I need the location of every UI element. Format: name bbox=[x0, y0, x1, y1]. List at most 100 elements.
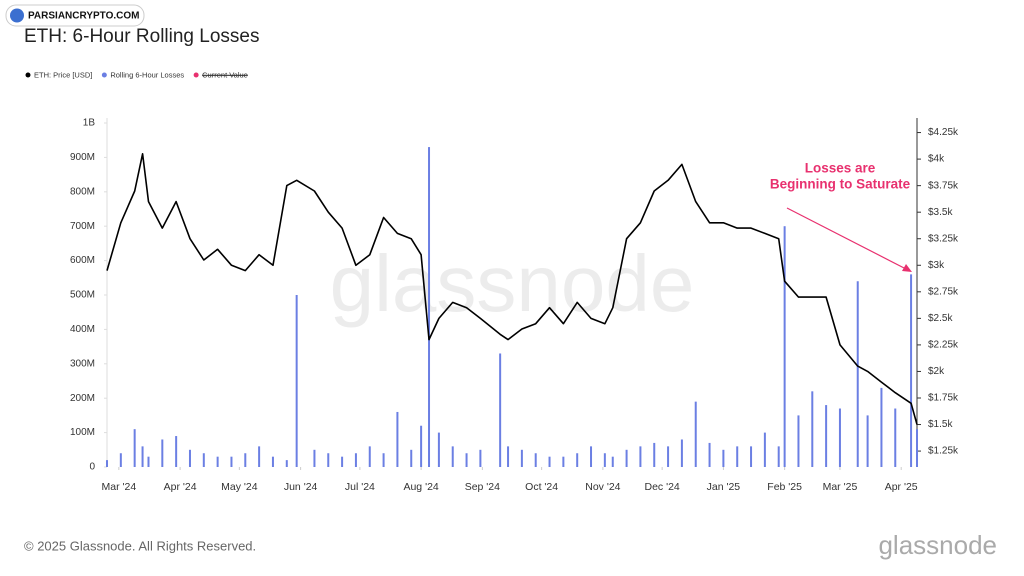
loss-bar bbox=[708, 442, 711, 467]
x-tick-label: Apr '25 bbox=[885, 481, 918, 493]
y2-tick-label: $2.25k bbox=[928, 340, 959, 351]
y2-tick-label: $2.75k bbox=[928, 286, 959, 297]
loss-bar bbox=[106, 460, 108, 467]
x-tick-label: Sep '24 bbox=[465, 481, 500, 493]
legend-label: Rolling 6-Hour Losses bbox=[110, 70, 184, 79]
x-tick-label: Jun '24 bbox=[284, 481, 318, 493]
loss-bar bbox=[175, 436, 178, 467]
loss-bar bbox=[507, 446, 510, 467]
loss-bar bbox=[420, 425, 423, 467]
annotation-arrow bbox=[786, 207, 909, 271]
loss-bar bbox=[465, 453, 468, 467]
loss-bar bbox=[825, 405, 828, 467]
badge-icon bbox=[10, 8, 24, 23]
y-tick-label: 800M bbox=[70, 186, 95, 197]
y2-tick-label: $3.5k bbox=[928, 207, 953, 218]
annotation: Losses are bbox=[805, 161, 876, 176]
loss-bar bbox=[576, 453, 579, 467]
annotation: Beginning to Saturate bbox=[770, 177, 911, 192]
loss-bar bbox=[783, 226, 786, 467]
copyright: © 2025 Glassnode. All Rights Reserved. bbox=[24, 538, 256, 553]
y-tick-label: 300M bbox=[70, 358, 95, 369]
loss-bar bbox=[188, 449, 191, 467]
legend-swatch bbox=[25, 72, 31, 78]
loss-bar bbox=[680, 439, 683, 467]
loss-bar bbox=[327, 453, 330, 467]
legend-swatch bbox=[101, 72, 107, 78]
loss-bar bbox=[910, 274, 913, 467]
y-tick-label: 1B bbox=[83, 118, 96, 129]
loss-bar bbox=[639, 446, 642, 467]
y-tick-label: 900M bbox=[70, 152, 95, 163]
x-tick-label: Jan '25 bbox=[707, 481, 741, 493]
y2-tick-label: $3k bbox=[928, 260, 945, 271]
legend-label: ETH: Price [USD] bbox=[34, 70, 92, 79]
loss-bar bbox=[611, 456, 614, 467]
loss-bar bbox=[916, 429, 918, 467]
loss-bar bbox=[797, 415, 800, 467]
x-tick-label: Jul '24 bbox=[345, 481, 375, 493]
loss-bar bbox=[894, 408, 897, 467]
y2-tick-label: $1.5k bbox=[928, 419, 953, 430]
loss-bar bbox=[777, 446, 780, 467]
y2-tick-label: $3.75k bbox=[928, 180, 959, 191]
loss-bar bbox=[313, 449, 316, 467]
loss-bar bbox=[763, 432, 766, 467]
legend-swatch bbox=[193, 72, 199, 78]
loss-bar bbox=[534, 453, 537, 467]
loss-bar bbox=[520, 449, 523, 467]
loss-bar bbox=[230, 456, 233, 467]
loss-bar bbox=[499, 353, 502, 467]
loss-bar bbox=[838, 408, 841, 467]
loss-bar bbox=[479, 449, 482, 467]
y-tick-label: 200M bbox=[70, 393, 95, 404]
x-tick-label: Feb '25 bbox=[767, 481, 802, 493]
legend-label: Current Value bbox=[202, 70, 248, 79]
loss-bar bbox=[410, 449, 413, 467]
y2-tick-label: $4.25k bbox=[928, 127, 959, 138]
y-tick-label: 600M bbox=[70, 255, 95, 266]
loss-bar bbox=[258, 446, 261, 467]
y-tick-label: 500M bbox=[70, 290, 95, 301]
x-tick-label: Oct '24 bbox=[525, 481, 558, 493]
x-tick-label: Nov '24 bbox=[585, 481, 620, 493]
arrow-head bbox=[902, 264, 912, 272]
loss-bar bbox=[722, 449, 725, 467]
y2-tick-label: $1.75k bbox=[928, 393, 959, 404]
loss-bar bbox=[590, 446, 593, 467]
loss-bar bbox=[382, 453, 385, 467]
loss-bar bbox=[548, 456, 551, 467]
x-tick-label: Apr '24 bbox=[164, 481, 197, 493]
x-tick-label: Mar '25 bbox=[823, 481, 858, 493]
x-tick-label: Mar '24 bbox=[102, 481, 137, 493]
y-tick-label: 100M bbox=[70, 427, 95, 438]
loss-bar bbox=[354, 453, 357, 467]
y2-tick-label: $3.25k bbox=[928, 233, 959, 244]
loss-bar bbox=[161, 439, 164, 467]
loss-bar bbox=[368, 446, 371, 467]
loss-bar bbox=[216, 456, 219, 467]
loss-bar bbox=[244, 453, 247, 467]
badge-box bbox=[5, 4, 145, 27]
y2-tick-label: $2k bbox=[928, 366, 945, 377]
loss-bar bbox=[271, 456, 274, 467]
y-tick-label: 0 bbox=[89, 462, 95, 473]
loss-bar bbox=[396, 411, 399, 467]
loss-bar bbox=[141, 446, 144, 467]
loss-bar bbox=[866, 415, 869, 467]
loss-bar bbox=[341, 456, 344, 467]
x-tick-label: Dec '24 bbox=[645, 481, 680, 493]
loss-bar bbox=[562, 456, 565, 467]
loss-bar bbox=[119, 453, 122, 467]
loss-bar bbox=[811, 391, 814, 467]
loss-bar bbox=[437, 432, 440, 467]
loss-bar bbox=[667, 446, 670, 467]
badge: PARSIANCRYPTO.COM bbox=[28, 11, 140, 22]
loss-bar bbox=[653, 442, 656, 467]
x-tick-label: Aug '24 bbox=[403, 481, 438, 493]
watermark: glassnode bbox=[330, 239, 695, 328]
price-line bbox=[106, 153, 918, 425]
y2-tick-label: $2.5k bbox=[928, 313, 953, 324]
loss-bar bbox=[147, 456, 150, 467]
